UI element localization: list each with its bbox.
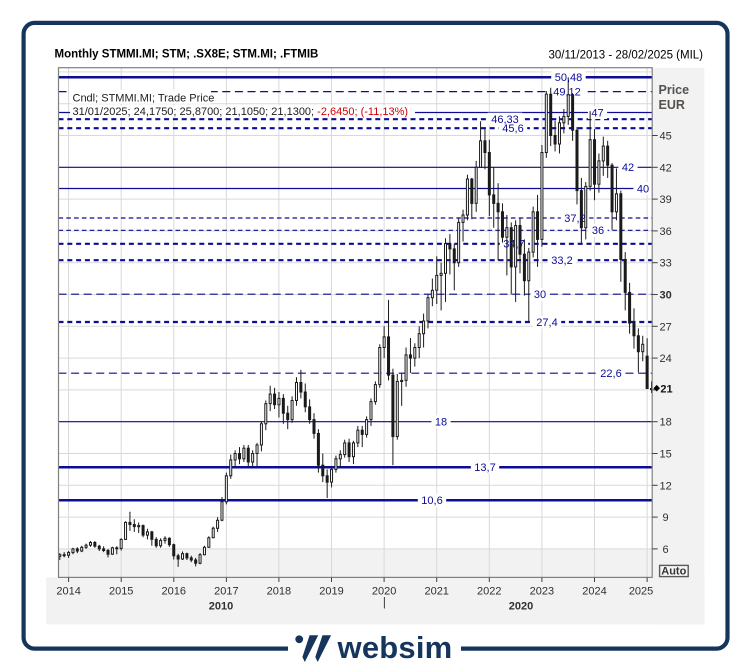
- svg-text:2015: 2015: [109, 586, 133, 598]
- svg-text:34,7: 34,7: [503, 239, 524, 251]
- svg-text:2024: 2024: [582, 586, 606, 598]
- svg-text:2020: 2020: [509, 601, 533, 613]
- svg-text:46,33: 46,33: [491, 114, 519, 126]
- svg-text:27,4: 27,4: [536, 317, 557, 329]
- svg-text:40: 40: [637, 183, 649, 195]
- svg-text:2014: 2014: [56, 586, 80, 598]
- svg-text:13,7: 13,7: [474, 462, 495, 474]
- svg-text:2025: 2025: [629, 586, 653, 598]
- svg-text:Monthly STMMI.MI; STM; .SX8E;: Monthly STMMI.MI; STM; .SX8E; STM.MI; .F…: [55, 49, 319, 61]
- svg-text:18: 18: [435, 417, 447, 429]
- svg-text:Cndl; STMMI.MI; Trade Price: Cndl; STMMI.MI; Trade Price: [73, 92, 215, 104]
- svg-text:37,2: 37,2: [564, 213, 585, 225]
- svg-text:websim: websim: [337, 630, 453, 665]
- svg-text:2018: 2018: [267, 586, 291, 598]
- svg-text:30/11/2013 - 28/02/2025 (MIL): 30/11/2013 - 28/02/2025 (MIL): [548, 50, 703, 62]
- svg-text:42: 42: [659, 162, 671, 174]
- svg-text:9: 9: [663, 512, 669, 524]
- svg-text:33: 33: [659, 258, 671, 270]
- svg-text:EUR: EUR: [659, 98, 685, 112]
- svg-text:33,2: 33,2: [551, 255, 572, 267]
- svg-text:18: 18: [659, 417, 671, 429]
- svg-text:12: 12: [659, 480, 671, 492]
- svg-text:6: 6: [663, 544, 669, 556]
- svg-text:36: 36: [659, 226, 671, 238]
- svg-text:24: 24: [659, 353, 671, 365]
- svg-text:2022: 2022: [477, 586, 501, 598]
- svg-text:2023: 2023: [530, 586, 554, 598]
- svg-text:21: 21: [660, 383, 672, 395]
- svg-text:49,12: 49,12: [553, 87, 581, 99]
- svg-text:2016: 2016: [162, 586, 186, 598]
- svg-text:30: 30: [534, 289, 546, 301]
- svg-text:15: 15: [659, 449, 671, 461]
- svg-text:22,6: 22,6: [600, 368, 621, 380]
- svg-text:31/01/2025; 24,1750; 25,8700;: 31/01/2025; 24,1750; 25,8700; 21,1050; 2…: [73, 106, 409, 118]
- svg-text:2017: 2017: [214, 586, 238, 598]
- svg-text:2010: 2010: [209, 601, 233, 613]
- svg-text:45,6: 45,6: [502, 123, 523, 135]
- svg-text:47: 47: [591, 107, 603, 119]
- svg-text:2019: 2019: [319, 586, 343, 598]
- svg-text:39: 39: [659, 194, 671, 206]
- svg-text:2020: 2020: [372, 586, 396, 598]
- svg-text:Price: Price: [659, 83, 690, 97]
- svg-text:45: 45: [659, 131, 671, 143]
- svg-text:10,6: 10,6: [421, 495, 442, 507]
- svg-text:50,48: 50,48: [555, 72, 583, 84]
- svg-text:2021: 2021: [424, 586, 448, 598]
- svg-text:42: 42: [622, 162, 634, 174]
- svg-text:27: 27: [659, 321, 671, 333]
- svg-text:Auto: Auto: [661, 566, 686, 578]
- svg-text:30: 30: [659, 290, 671, 302]
- svg-text:36: 36: [592, 225, 604, 237]
